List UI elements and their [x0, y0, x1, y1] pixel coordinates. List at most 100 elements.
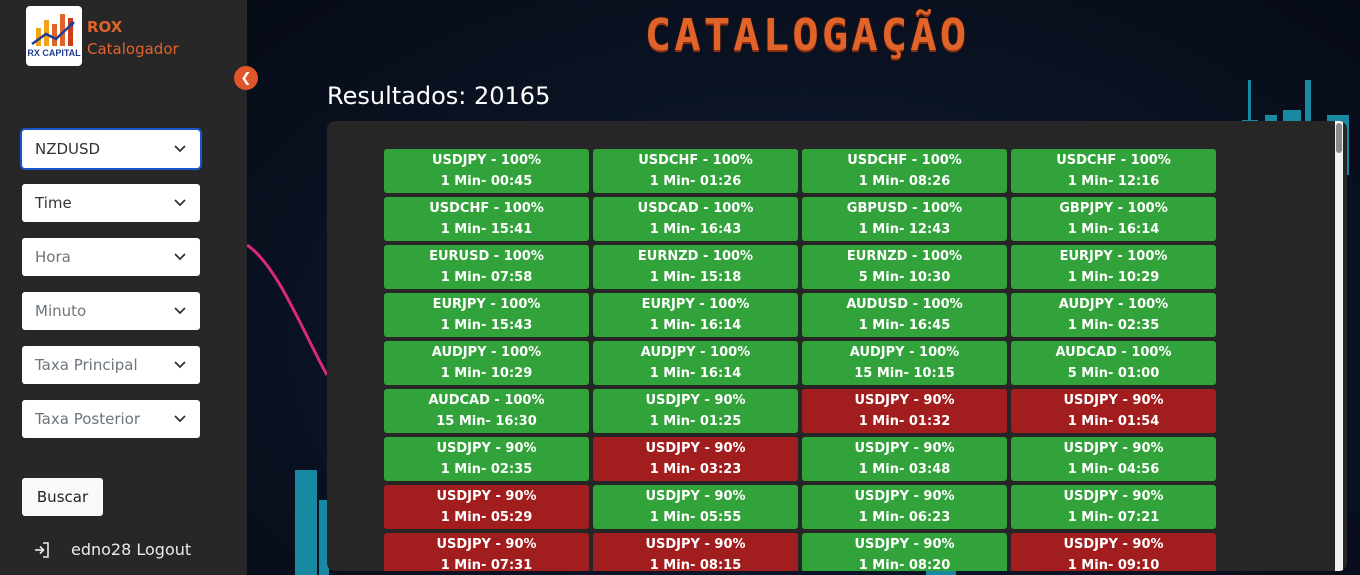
result-card-asset: EURJPY - 100% [1059, 249, 1168, 264]
result-card[interactable]: USDJPY - 90% 1 Min- 05:55 [593, 485, 798, 529]
result-card-time: 1 Min- 16:14 [649, 366, 742, 381]
result-card[interactable]: AUDJPY - 100% 1 Min- 10:29 [384, 341, 589, 385]
result-card-asset: USDJPY - 90% [854, 489, 955, 504]
result-card-time: 1 Min- 09:10 [1067, 558, 1160, 571]
result-card[interactable]: USDJPY - 90% 1 Min- 01:54 [1011, 389, 1216, 433]
filter-select-3[interactable]: Hora [22, 238, 200, 276]
brand: RX CAPITAL ROX Catalogador [26, 6, 179, 66]
brand-logo: RX CAPITAL [26, 6, 82, 66]
result-card-asset: AUDJPY - 100% [849, 345, 960, 360]
result-card-asset: AUDCAD - 100% [428, 393, 545, 408]
result-card[interactable]: USDJPY - 90% 1 Min- 09:10 [1011, 533, 1216, 571]
result-card[interactable]: USDJPY - 90% 1 Min- 03:23 [593, 437, 798, 481]
result-card-time: 1 Min- 01:54 [1067, 414, 1160, 429]
result-card[interactable]: AUDJPY - 100% 1 Min- 16:14 [593, 341, 798, 385]
result-card[interactable]: USDJPY - 90% 1 Min- 08:15 [593, 533, 798, 571]
result-card-time: 5 Min- 10:30 [858, 270, 951, 285]
result-card-time: 1 Min- 08:20 [858, 558, 951, 571]
result-card[interactable]: EURJPY - 100% 1 Min- 15:43 [384, 293, 589, 337]
result-card-time: 1 Min- 12:43 [858, 222, 951, 237]
result-card[interactable]: AUDCAD - 100% 15 Min- 16:30 [384, 389, 589, 433]
result-card-asset: EURJPY - 100% [641, 297, 750, 312]
collapse-sidebar-button[interactable]: ❮ [234, 66, 258, 90]
result-card[interactable]: USDJPY - 90% 1 Min- 03:48 [802, 437, 1007, 481]
result-card-asset: USDJPY - 90% [854, 441, 955, 456]
brand-subtitle: Catalogador [87, 40, 179, 58]
chevron-down-icon [174, 250, 186, 264]
result-card[interactable]: USDCHF - 100% 1 Min- 15:41 [384, 197, 589, 241]
brand-name: ROX [87, 18, 123, 36]
result-card[interactable]: AUDJPY - 100% 1 Min- 02:35 [1011, 293, 1216, 337]
result-card-asset: AUDJPY - 100% [431, 345, 542, 360]
result-card-asset: USDJPY - 90% [854, 537, 955, 552]
results-count: Resultados: 20165 [327, 82, 551, 110]
filter-select-label: Minuto [35, 302, 87, 320]
main-content: CATALOGAÇÃO Resultados: 20165 USDJPY - 1… [247, 0, 1360, 575]
result-card[interactable]: USDJPY - 100% 1 Min- 00:45 [384, 149, 589, 193]
results-panel: USDJPY - 100% 1 Min- 00:45 USDCHF - 100% 1 … [327, 121, 1347, 571]
result-card[interactable]: USDCHF - 100% 1 Min- 01:26 [593, 149, 798, 193]
result-card[interactable]: AUDCAD - 100% 5 Min- 01:00 [1011, 341, 1216, 385]
result-card[interactable]: USDCHF - 100% 1 Min- 12:16 [1011, 149, 1216, 193]
logout-link[interactable]: edno28 Logout [33, 540, 191, 559]
chevron-down-icon [174, 304, 186, 318]
result-card-asset: AUDJPY - 100% [640, 345, 751, 360]
result-card[interactable]: EURNZD - 100% 5 Min- 10:30 [802, 245, 1007, 289]
scrollbar[interactable] [1335, 121, 1343, 571]
result-card[interactable]: USDJPY - 90% 1 Min- 04:56 [1011, 437, 1216, 481]
filter-select-6[interactable]: Taxa Posterior [22, 400, 200, 438]
search-button[interactable]: Buscar [22, 478, 103, 516]
result-card-time: 1 Min- 07:21 [1067, 510, 1160, 525]
result-card-time: 1 Min- 02:35 [1067, 318, 1160, 333]
filter-select-1[interactable]: NZDUSD [22, 130, 200, 168]
result-card[interactable]: EURJPY - 100% 1 Min- 10:29 [1011, 245, 1216, 289]
result-card-asset: EURJPY - 100% [432, 297, 541, 312]
result-card-asset: USDJPY - 90% [854, 393, 955, 408]
result-card[interactable]: AUDJPY - 100% 15 Min- 10:15 [802, 341, 1007, 385]
result-card[interactable]: EURNZD - 100% 1 Min- 15:18 [593, 245, 798, 289]
scroll-thumb[interactable] [1336, 123, 1342, 153]
chevron-down-icon [174, 358, 186, 372]
result-card-time: 1 Min- 08:26 [858, 174, 951, 189]
result-card-asset: USDJPY - 90% [1063, 537, 1164, 552]
result-card[interactable]: USDJPY - 90% 1 Min- 07:21 [1011, 485, 1216, 529]
result-card-asset: USDJPY - 90% [436, 441, 537, 456]
result-card-asset: GBPUSD - 100% [846, 201, 963, 216]
result-card-time: 1 Min- 12:16 [1067, 174, 1160, 189]
result-card-asset: USDJPY - 90% [436, 489, 537, 504]
result-card-asset: USDJPY - 90% [645, 489, 746, 504]
result-card[interactable]: USDJPY - 90% 1 Min- 01:32 [802, 389, 1007, 433]
result-card-time: 15 Min- 10:15 [854, 366, 955, 381]
result-card[interactable]: GBPUSD - 100% 1 Min- 12:43 [802, 197, 1007, 241]
result-card[interactable]: USDJPY - 90% 1 Min- 05:29 [384, 485, 589, 529]
logout-label: edno28 Logout [71, 540, 192, 559]
result-card[interactable]: USDJPY - 90% 1 Min- 08:20 [802, 533, 1007, 571]
result-card-asset: USDJPY - 90% [1063, 393, 1164, 408]
result-card[interactable]: AUDUSD - 100% 1 Min- 16:45 [802, 293, 1007, 337]
result-card[interactable]: EURJPY - 100% 1 Min- 16:14 [593, 293, 798, 337]
filter-select-label: Hora [35, 248, 71, 266]
result-card[interactable]: USDCHF - 100% 1 Min- 08:26 [802, 149, 1007, 193]
result-card[interactable]: GBPJPY - 100% 1 Min- 16:14 [1011, 197, 1216, 241]
result-card-time: 1 Min- 07:58 [440, 270, 533, 285]
result-card-asset: USDJPY - 90% [1063, 489, 1164, 504]
chevron-down-icon [174, 142, 186, 156]
filter-select-label: NZDUSD [35, 140, 101, 158]
result-card-asset: USDJPY - 90% [645, 441, 746, 456]
result-card[interactable]: USDJPY - 90% 1 Min- 07:31 [384, 533, 589, 571]
result-card-time: 1 Min- 03:48 [858, 462, 951, 477]
result-card[interactable]: USDJPY - 90% 1 Min- 01:25 [593, 389, 798, 433]
filter-select-4[interactable]: Minuto [22, 292, 200, 330]
filter-select-5[interactable]: Taxa Principal [22, 346, 200, 384]
result-card[interactable]: EURUSD - 100% 1 Min- 07:58 [384, 245, 589, 289]
result-card-time: 1 Min- 15:18 [649, 270, 742, 285]
filter-select-2[interactable]: Time [22, 184, 200, 222]
result-card-asset: USDJPY - 90% [436, 537, 537, 552]
chevron-down-icon [174, 196, 186, 210]
result-card[interactable]: USDJPY - 90% 1 Min- 06:23 [802, 485, 1007, 529]
result-card[interactable]: USDCAD - 100% 1 Min- 16:43 [593, 197, 798, 241]
result-card-time: 1 Min- 16:45 [858, 318, 951, 333]
result-card[interactable]: USDJPY - 90% 1 Min- 02:35 [384, 437, 589, 481]
result-card-time: 1 Min- 01:26 [649, 174, 742, 189]
logout-icon [35, 541, 49, 558]
